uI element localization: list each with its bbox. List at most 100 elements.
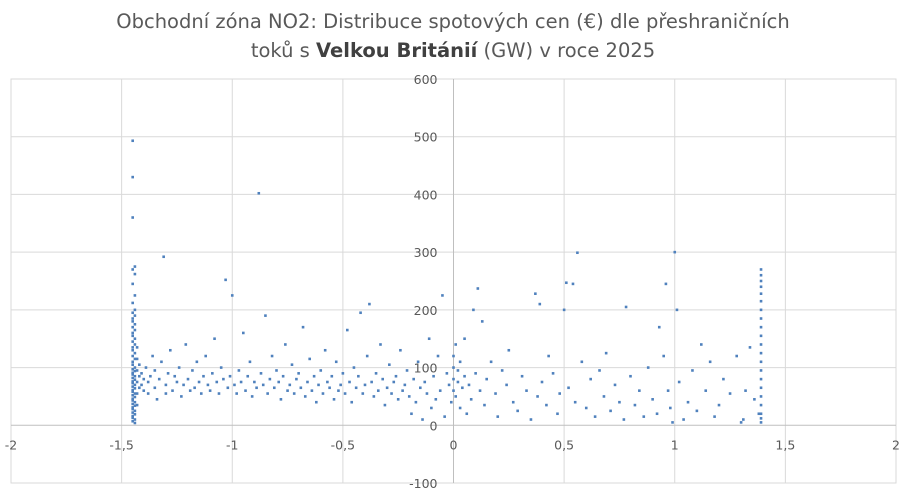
data-point — [573, 400, 577, 404]
data-point — [704, 389, 708, 392]
data-point — [213, 337, 216, 341]
data-point — [224, 278, 227, 282]
data-point — [182, 383, 185, 387]
data-point — [748, 346, 752, 349]
chart-title-line-2: toků s Velkou Británií (GW) v roce 2025 — [251, 39, 655, 62]
y-tick-label: 100 — [414, 361, 438, 376]
data-point — [759, 369, 763, 372]
data-point — [403, 383, 407, 387]
data-point — [255, 386, 258, 390]
x-tick-label: 1 — [671, 437, 679, 452]
data-point — [341, 372, 345, 375]
x-tick-label: -0,5 — [331, 437, 355, 452]
data-point — [315, 400, 318, 404]
data-point — [742, 418, 745, 421]
data-point — [458, 406, 462, 410]
data-point — [131, 388, 134, 392]
data-point — [376, 389, 380, 392]
data-point — [671, 421, 674, 424]
data-point — [133, 322, 137, 326]
data-point — [370, 380, 373, 384]
data-point — [423, 380, 427, 384]
data-point — [520, 374, 524, 378]
data-point — [228, 374, 232, 378]
data-point — [545, 403, 548, 407]
data-point — [677, 380, 681, 384]
data-point — [270, 354, 274, 358]
data-point — [432, 374, 435, 378]
data-point — [131, 216, 134, 219]
data-point — [346, 328, 349, 332]
data-point — [279, 398, 283, 401]
data-point — [248, 360, 252, 364]
data-point — [237, 369, 241, 372]
data-point — [717, 403, 721, 407]
title-prefix: toků s — [251, 39, 316, 62]
data-point — [516, 409, 519, 413]
data-point — [556, 412, 559, 416]
data-point — [133, 366, 137, 369]
data-point — [571, 282, 575, 286]
data-point — [416, 360, 420, 364]
data-point — [759, 403, 763, 407]
data-point — [489, 360, 493, 364]
data-point — [166, 372, 170, 375]
data-point — [357, 374, 360, 378]
data-point — [131, 301, 134, 305]
data-point — [352, 366, 356, 369]
data-point — [328, 386, 331, 390]
data-point — [131, 393, 134, 397]
data-point — [259, 372, 263, 375]
data-point — [242, 331, 245, 335]
data-point — [407, 395, 411, 398]
data-point — [388, 363, 391, 366]
x-tick-label: 1,5 — [775, 437, 795, 452]
data-point — [191, 369, 194, 372]
data-point — [651, 398, 654, 401]
data-point — [461, 386, 464, 390]
data-point — [567, 386, 570, 390]
data-point — [131, 325, 134, 329]
data-point — [494, 392, 497, 395]
data-point — [131, 346, 134, 349]
data-point — [372, 395, 376, 398]
data-point — [505, 383, 508, 387]
data-point — [186, 377, 190, 381]
data-point — [133, 378, 137, 381]
data-point — [456, 369, 460, 372]
data-point — [131, 397, 134, 401]
data-point — [131, 411, 134, 414]
data-point — [133, 374, 137, 378]
data-point — [589, 377, 592, 381]
data-point — [131, 385, 134, 388]
data-point — [235, 392, 238, 395]
data-point — [133, 418, 137, 421]
data-point — [266, 392, 269, 395]
data-point — [133, 369, 137, 373]
data-point — [337, 389, 340, 392]
data-point — [164, 392, 168, 395]
data-point — [171, 389, 174, 392]
data-point — [759, 417, 763, 420]
data-point — [447, 383, 451, 387]
data-point — [131, 331, 134, 335]
data-point — [624, 305, 628, 309]
y-tick-label: 400 — [414, 187, 438, 202]
data-point — [175, 380, 179, 384]
data-point — [414, 400, 418, 404]
data-point — [759, 343, 763, 346]
data-point — [219, 366, 223, 369]
data-point — [169, 348, 172, 352]
data-point — [538, 302, 542, 306]
data-point — [452, 389, 455, 392]
data-point — [206, 383, 210, 387]
data-point — [485, 377, 488, 381]
data-point — [759, 334, 763, 338]
data-point — [662, 354, 665, 358]
data-point — [131, 414, 134, 418]
data-point — [204, 354, 207, 358]
data-point — [332, 398, 336, 401]
data-point — [233, 383, 236, 387]
data-point — [131, 381, 134, 385]
data-point — [131, 399, 134, 402]
